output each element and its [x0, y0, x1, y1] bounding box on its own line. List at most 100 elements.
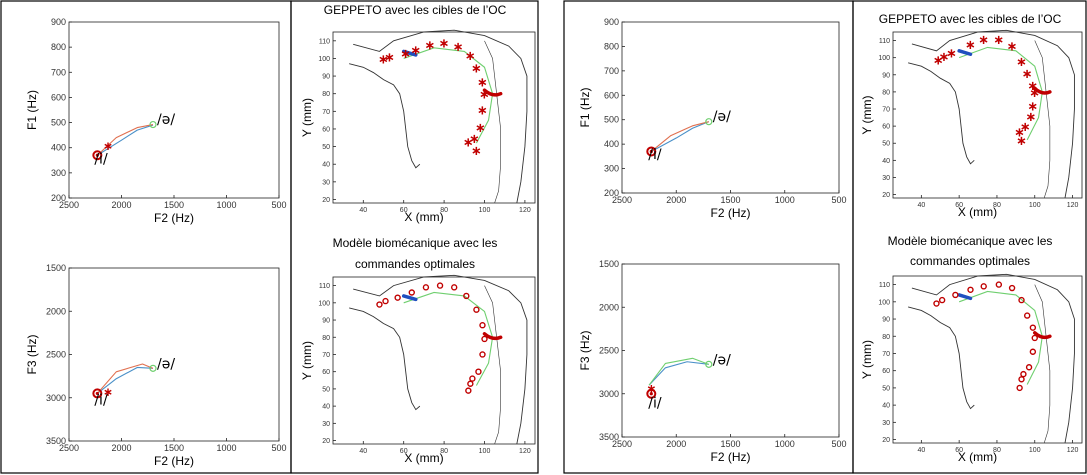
target-star-marker: ∗: [646, 382, 656, 396]
x-tick-label: 2500: [612, 195, 632, 205]
target-circle-marker: [451, 284, 458, 291]
x-tick-label: 60: [955, 447, 963, 454]
target-circle-marker: [479, 322, 486, 329]
x-tick-label: 500: [271, 200, 286, 210]
formant-plot-l1: 2500 2000 1500 1000 500 200 300 400 500 600 700 800…: [25, 17, 287, 225]
target-star-marker: ∗: [477, 75, 488, 90]
target-star-marker: ∗: [1020, 120, 1031, 135]
x-tick-label: 500: [271, 443, 286, 453]
y-axis-label: Y (mm): [860, 340, 874, 379]
x-tick-label: 120: [1067, 202, 1079, 209]
y-tick-label: 70: [882, 351, 890, 358]
articulatory-plot-r4: 40 60 80 100 120 110 100 90 80 70 60 50 40 30 20 X (mm)…: [860, 234, 1083, 464]
formant-plot-l4: 2500 2000 1500 1000 50035003000250020001500F…: [578, 259, 847, 464]
target-star-marker: ∗: [103, 139, 113, 153]
pharynx-wall-contour: [484, 285, 501, 445]
phoneme-label-schwa: /ə/: [157, 112, 175, 128]
target-star-marker: ∗: [965, 38, 976, 53]
x-tick-label: 80: [993, 447, 1001, 454]
target-circle-marker: [481, 335, 488, 343]
y-axis-label: Y (mm): [300, 98, 314, 137]
y-tick-label: 30: [322, 179, 330, 186]
x-tick-label: 2000: [666, 439, 686, 449]
vowel-i-marker-core: [649, 392, 653, 396]
tongue-body-marker: [1033, 331, 1052, 340]
y-tick-label: 100: [318, 300, 330, 307]
x-tick-label: 60: [400, 448, 408, 455]
x-axis-label: X (mm): [404, 451, 443, 465]
y-tick-label: 60: [322, 369, 330, 376]
tongue-base-contour: [349, 307, 421, 411]
x-tick-label: 60: [955, 202, 963, 209]
vowel-schwa-marker: [705, 118, 713, 126]
target-circle-marker: [467, 380, 474, 387]
y-tick-label: 100: [878, 55, 890, 62]
target-star-marker: ∗: [1029, 86, 1040, 101]
y-tick-label: 110: [319, 283, 330, 290]
x-tick-label: 1500: [164, 200, 184, 210]
tongue-tip-marker: [401, 49, 418, 57]
y-tick-label: 1500: [46, 263, 66, 273]
target-circle-marker: [980, 283, 987, 290]
target-star-marker: ∗: [465, 49, 476, 64]
x-tick-label: 2000: [111, 200, 131, 210]
y-tick-label: 900: [51, 17, 66, 27]
target-star-marker: ∗: [1027, 79, 1038, 94]
y-tick-label: 60: [882, 124, 890, 131]
plot-area: [68, 21, 280, 199]
x-axis-label: X (mm): [404, 210, 443, 224]
palate-contour: [353, 29, 528, 204]
y-tick-label: 80: [322, 91, 330, 98]
target-star-marker: ∗: [425, 38, 436, 53]
y-tick-label: 3500: [46, 436, 66, 446]
x-tick-label: 120: [1067, 447, 1079, 454]
y-tick-label: 2000: [599, 302, 619, 312]
y-tick-label: 40: [322, 162, 330, 169]
y-tick-label: 70: [322, 109, 330, 116]
tongue-base-contour: [349, 63, 421, 169]
x-tick-label: 120: [519, 207, 531, 214]
target-star-marker: ∗: [400, 47, 411, 62]
y-tick-label: 40: [322, 404, 330, 411]
y-tick-label: 60: [882, 368, 890, 375]
panel-frame-right-articulatory: [852, 0, 1087, 474]
y-tick-label: 90: [322, 74, 330, 81]
y-tick-label: 30: [882, 175, 890, 182]
panel-frame-left-articulatory: [290, 0, 539, 474]
pharynx-wall-contour: [1034, 40, 1051, 199]
trajectory-line: [97, 366, 154, 394]
x-tick-label: 100: [479, 448, 491, 455]
tongue-base-contour: [908, 62, 975, 165]
tongue-trajectory-curve: [403, 291, 494, 386]
target-star-marker: ∗: [471, 144, 482, 159]
target-circle-marker: [408, 289, 415, 296]
articulatory-plot-r2: 40 60 80 100 120 110 100 90 80 70 60 50 40 30 20 X (mm)…: [300, 236, 536, 465]
target-circle-marker: [1025, 364, 1033, 371]
x-axis-label: F2 (Hz): [154, 211, 194, 225]
target-star-marker: ∗: [475, 121, 486, 136]
tongue-body-marker: [482, 88, 503, 97]
x-axis-label: F2 (Hz): [711, 450, 751, 464]
trajectory-line: [650, 121, 709, 152]
target-star-marker: ∗: [1016, 134, 1027, 149]
y-tick-label: 20: [322, 438, 330, 445]
x-axis-label: F2 (Hz): [711, 206, 751, 220]
y-tick-label: 900: [604, 17, 619, 27]
phoneme-label-schwa: /ə/: [713, 352, 731, 368]
y-tick-label: 800: [604, 41, 619, 51]
x-tick-label: 500: [831, 439, 846, 449]
target-star-marker: ∗: [978, 33, 989, 48]
y-tick-label: 500: [51, 118, 66, 128]
x-tick-label: 1000: [216, 443, 236, 453]
y-tick-label: 80: [882, 334, 890, 341]
trajectory-line: [96, 124, 154, 156]
target-circle-marker: [469, 375, 476, 382]
y-tick-label: 70: [322, 352, 330, 359]
y-tick-label: 30: [322, 421, 330, 428]
x-tick-label: 1500: [720, 195, 740, 205]
target-star-marker: ∗: [1027, 100, 1038, 115]
tongue-base-contour: [908, 306, 975, 410]
phoneme-label-schwa: /ə/: [157, 356, 175, 372]
target-circle-marker: [1023, 312, 1031, 319]
